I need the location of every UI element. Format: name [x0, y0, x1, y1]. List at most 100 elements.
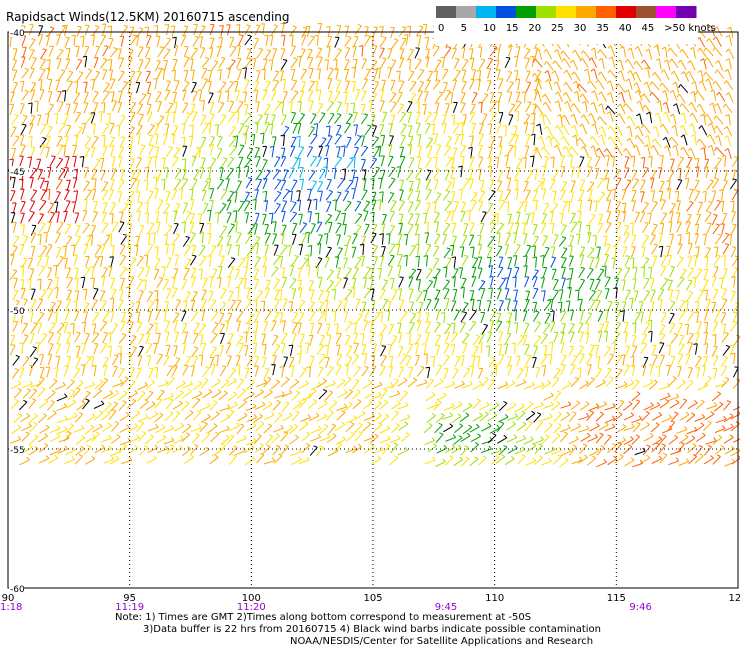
wind-barb-flag — [648, 155, 653, 158]
wind-barb-flag — [524, 181, 529, 183]
wind-barb — [282, 91, 288, 103]
wind-barb-flag — [436, 334, 441, 337]
wind-barb — [210, 61, 219, 72]
wind-barb — [315, 81, 319, 93]
wind-barb — [308, 189, 312, 201]
wind-barb — [76, 290, 80, 302]
wind-barb — [570, 309, 574, 321]
wind-barb — [166, 258, 172, 269]
wind-barb — [209, 357, 215, 368]
wind-barb-flag — [172, 36, 177, 39]
wind-barb — [560, 225, 567, 236]
wind-barb — [658, 58, 662, 70]
wind-barb-flag — [212, 268, 217, 271]
wind-barb — [102, 91, 110, 102]
wind-barb — [677, 301, 686, 311]
wind-barb — [542, 290, 546, 302]
wind-barb-flag — [548, 298, 553, 301]
wind-barb-flag — [435, 45, 440, 48]
wind-barb — [84, 81, 88, 93]
wind-barb — [11, 212, 16, 224]
wind-barb — [665, 137, 671, 148]
wind-barb — [165, 191, 171, 203]
wind-barb — [682, 146, 690, 157]
wind-barb — [508, 222, 514, 234]
wind-barb — [697, 91, 705, 101]
wind-barb — [522, 335, 528, 346]
wind-barb-flag — [625, 58, 629, 63]
wind-barb-flag — [689, 332, 694, 335]
wind-barb — [414, 224, 420, 236]
wind-barb-flag — [542, 222, 547, 224]
wind-barb-flag — [689, 267, 695, 270]
wind-barb-flag — [730, 200, 735, 203]
wind-barb — [538, 49, 543, 60]
wind-barb — [450, 92, 454, 104]
wind-barb — [651, 91, 660, 101]
wind-barb — [649, 112, 653, 124]
wind-barb-flag — [595, 147, 600, 152]
wind-barb — [552, 310, 555, 322]
wind-barb — [513, 232, 518, 244]
wind-barb — [445, 181, 453, 192]
wind-barb — [380, 89, 385, 101]
wind-barb — [244, 278, 247, 289]
wind-barb — [154, 123, 160, 135]
wind-barb-flag — [198, 354, 203, 357]
wind-barb — [497, 48, 501, 60]
wind-barb — [173, 223, 179, 235]
wind-barb — [728, 58, 732, 70]
wind-barb-flag — [93, 211, 98, 213]
wind-barb — [471, 58, 475, 69]
wind-barb-flag — [382, 36, 387, 39]
wind-barb-flag — [218, 36, 223, 39]
wind-barb-flag — [125, 234, 130, 237]
wind-barb-flag — [354, 176, 359, 179]
wind-barb-flag — [230, 223, 235, 226]
wind-barb — [118, 156, 123, 168]
wind-barb — [255, 171, 263, 181]
wind-barb — [280, 70, 284, 82]
wind-barb — [337, 25, 342, 37]
wind-barb — [695, 269, 703, 280]
wind-barb — [560, 342, 565, 354]
wind-barb — [515, 222, 520, 234]
wind-barb — [398, 70, 401, 82]
wind-barb-flag — [525, 344, 530, 346]
wind-barb — [288, 168, 295, 179]
wind-barb — [370, 277, 374, 289]
wind-barb — [75, 134, 79, 146]
wind-barb-flag — [475, 355, 480, 358]
wind-barb-flag — [317, 221, 322, 223]
wind-barb-flag — [377, 267, 382, 270]
wind-barb — [156, 68, 163, 79]
wind-barb — [694, 233, 699, 245]
wind-barb-flag — [95, 158, 101, 161]
wind-barb — [397, 92, 403, 103]
wind-barb-flag — [643, 81, 648, 85]
wind-barb — [425, 299, 432, 310]
wind-barb — [517, 336, 525, 346]
wind-barb — [389, 201, 397, 211]
wind-barb-flag — [256, 256, 261, 258]
wind-barb-flag — [385, 233, 391, 235]
wind-barb — [182, 26, 189, 37]
wind-barb — [379, 37, 387, 48]
wind-barb — [336, 80, 342, 91]
wind-barb — [472, 346, 479, 357]
wind-barb-flag — [292, 201, 297, 204]
wind-barb-flag — [76, 331, 81, 334]
wind-barb-flag — [611, 257, 616, 259]
wind-barb — [704, 248, 711, 259]
wind-barb-flag — [530, 122, 535, 125]
wind-barb — [634, 322, 637, 334]
wind-barb-flag — [328, 189, 333, 193]
wind-barb-flag — [158, 353, 163, 356]
wind-barb — [324, 257, 330, 268]
wind-barb-flag — [392, 101, 397, 104]
wind-barb-flag — [573, 355, 578, 358]
wind-barb-flag — [577, 137, 581, 142]
wind-barb — [361, 344, 367, 356]
wind-barb-flag — [198, 268, 203, 271]
wind-barb-flag — [725, 48, 730, 53]
